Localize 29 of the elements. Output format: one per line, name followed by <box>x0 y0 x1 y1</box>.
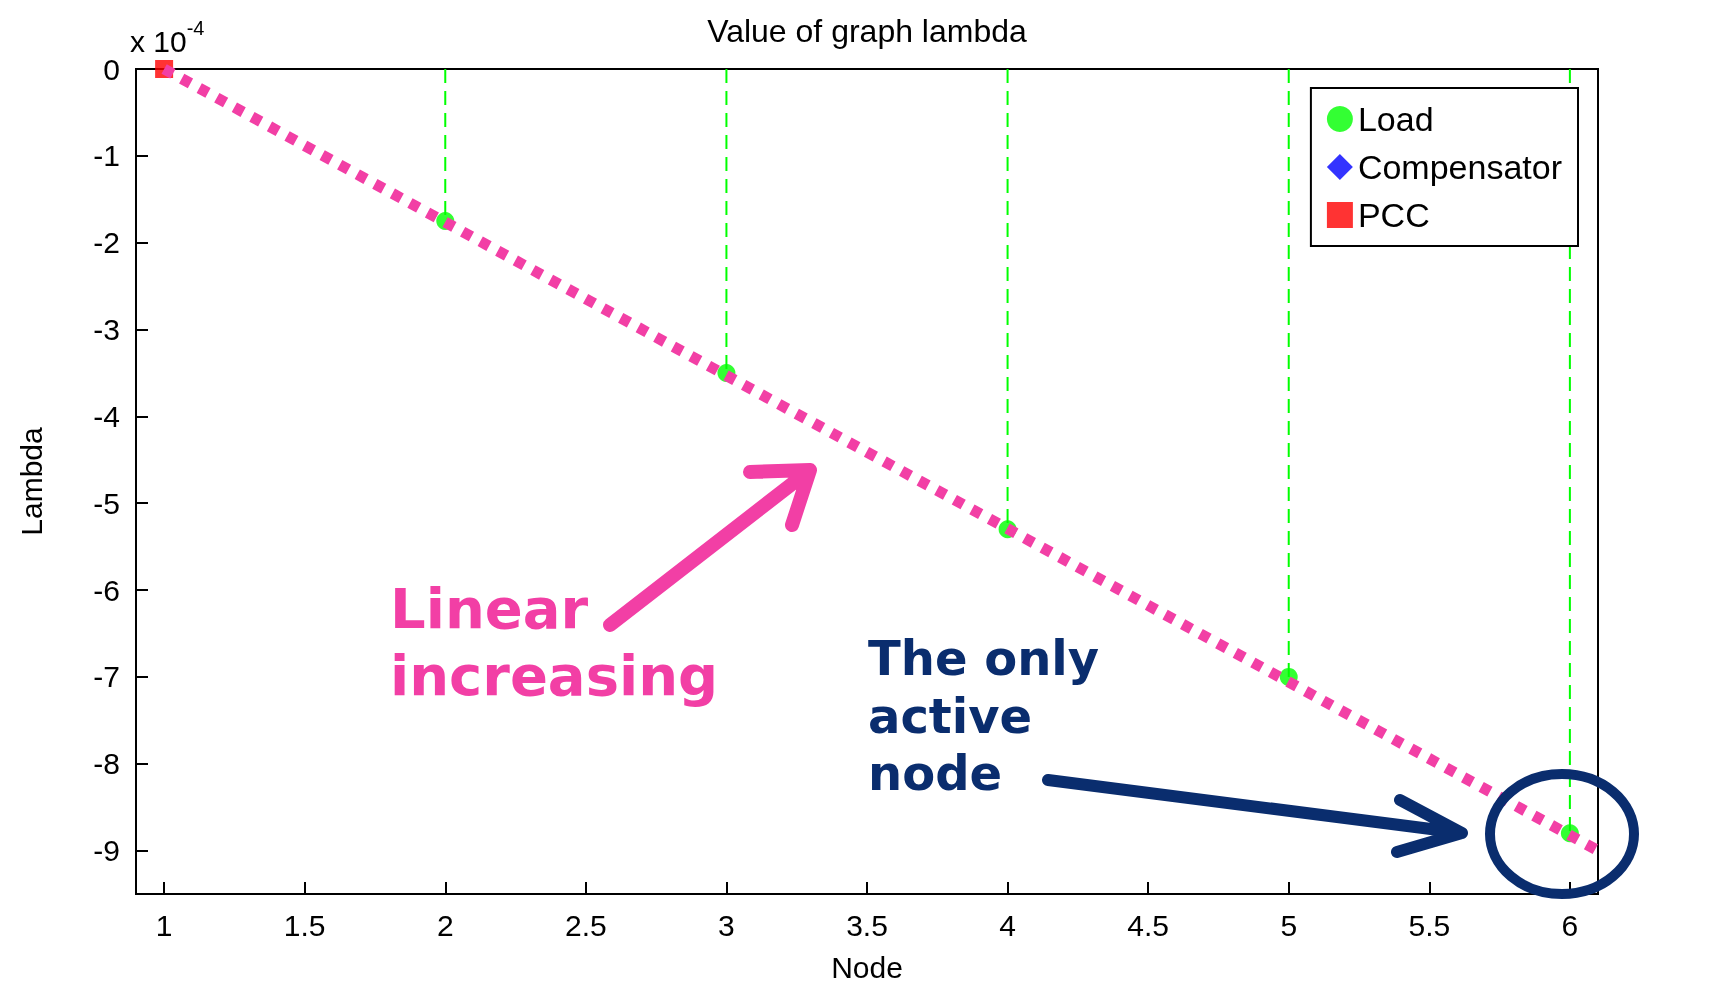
y-tick-label: -5 <box>93 486 120 520</box>
y-tick-label: -3 <box>93 313 120 347</box>
y-tick-label: -6 <box>93 573 120 607</box>
x-tick-label: 4.5 <box>1127 908 1170 942</box>
x-tick-label: 2 <box>436 908 454 942</box>
legend-label: Compensator <box>1357 148 1563 186</box>
annotation: The only active node <box>868 630 1101 803</box>
annotation: Linear increasing <box>390 575 720 710</box>
y-tick-label: -9 <box>93 834 120 868</box>
chart-title: Value of graph lambda <box>707 13 1028 49</box>
x-tick-label: 2.5 <box>564 908 607 942</box>
y-tick-label: -1 <box>93 139 120 173</box>
y-axis-title: Lambda <box>14 426 48 536</box>
y-tick-label: -4 <box>93 399 120 433</box>
x-tick-label: 4 <box>999 908 1016 942</box>
x-axis-title: Node <box>831 950 903 984</box>
legend-label: Load <box>1357 100 1434 138</box>
x-tick-label: 1.5 <box>283 908 326 942</box>
x-tick-label: 6 <box>1561 908 1579 942</box>
x-tick-label: 5 <box>1280 908 1298 942</box>
x-tick-label: 5.5 <box>1408 908 1451 942</box>
x-tick-label: 3 <box>718 908 735 942</box>
x-tick-label: 3.5 <box>846 908 888 942</box>
y-tick-label: -7 <box>93 660 120 694</box>
x-tick-label: 1 <box>155 908 173 942</box>
y-tick-label: 0 <box>103 52 120 86</box>
y-tick-label: -2 <box>93 226 120 260</box>
legend-label: PCC <box>1357 196 1430 234</box>
y-tick-label: -8 <box>93 747 120 781</box>
